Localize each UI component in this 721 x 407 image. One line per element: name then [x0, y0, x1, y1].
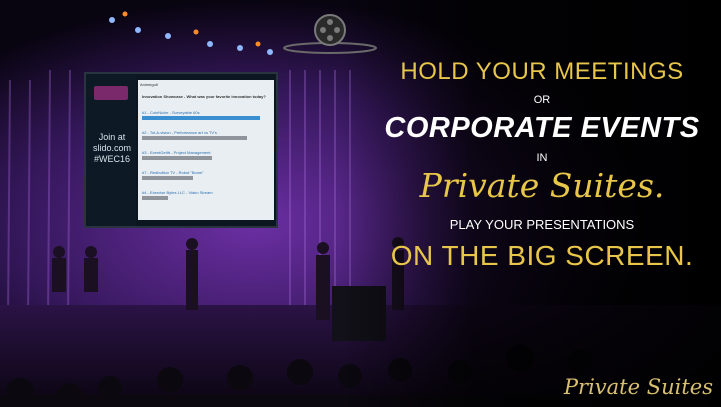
event-logo	[94, 86, 128, 100]
poll-row-bar	[142, 176, 194, 180]
poll-row: #1 - CoinNiche - Surveyable 60s	[142, 110, 270, 122]
poll-row-bar	[142, 156, 213, 160]
headline-line-2: OR	[533, 94, 551, 106]
poll-header: Animegult	[140, 82, 158, 87]
headline-line-3: CORPORATE EVENTS	[384, 112, 700, 144]
poll-row-label: #3 - EventGetItt - Project Management	[142, 150, 211, 155]
screen-sidebar: Join at slido.com #WEC16	[86, 74, 136, 226]
poll-row: #3 - EventGetItt - Project Management	[142, 150, 270, 162]
poll-row-bar	[142, 136, 247, 140]
headline-line-1: HOLD YOUR MEETINGS	[400, 58, 684, 85]
presentation-screen: Join at slido.com #WEC16 Animegult Innov…	[84, 72, 278, 228]
headline-line-6: PLAY YOUR PRESENTATIONS	[449, 217, 635, 232]
poll-row: #7 - Redbullion TV - Robot "Boom"	[142, 170, 270, 182]
poll-row-bar	[142, 116, 260, 120]
poll-row-label: #4 - Exercise Bytes LLC - Video Stream	[142, 190, 213, 195]
join-instructions: Join at slido.com #WEC16	[92, 132, 131, 164]
poll-row: #4 - Exercise Bytes LLC - Video Stream	[142, 190, 270, 202]
poll-row-bar	[142, 196, 168, 200]
headline-line-4: IN	[536, 152, 548, 164]
headline-line-5: Private Suites.	[419, 166, 665, 205]
film-reel-icon	[283, 14, 377, 54]
headline-line-7: ON THE BIG SCREEN.	[390, 240, 694, 271]
brand-logo: Private Suites	[563, 375, 713, 399]
poll-panel: Animegult Innovation Showcase - What was…	[138, 80, 274, 220]
poll-title: Innovation Showcase - What was your favo…	[142, 94, 266, 99]
poll-row: #2 - ToLA-vision - Performance art vs TV…	[142, 130, 270, 142]
poll-row-label: #2 - ToLA-vision - Performance art vs TV…	[142, 130, 217, 135]
poll-row-label: #1 - CoinNiche - Surveyable 60s	[142, 110, 200, 115]
poll-row-label: #7 - Redbullion TV - Robot "Boom"	[142, 170, 204, 175]
